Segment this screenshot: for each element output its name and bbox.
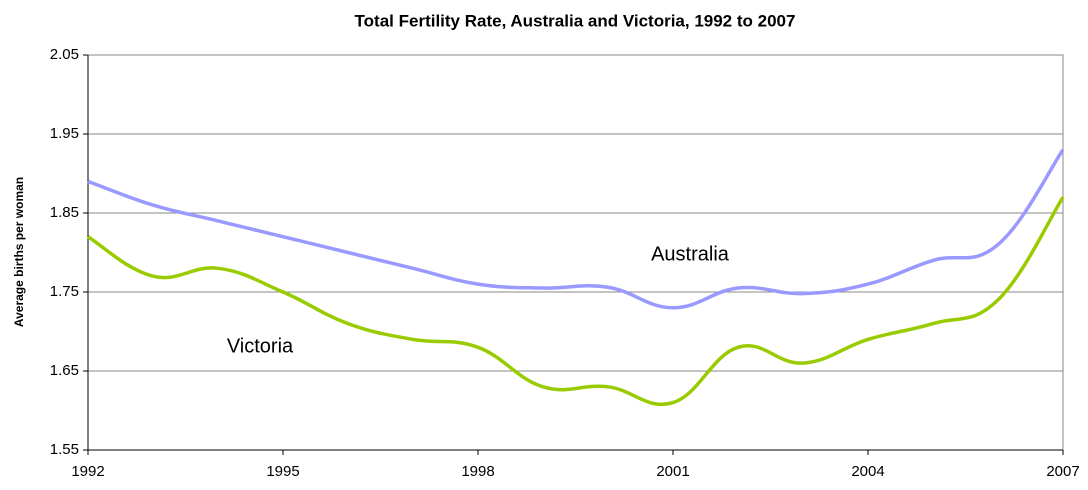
y-tick-label: 1.85 <box>50 204 79 221</box>
y-tick-label: 1.65 <box>50 362 79 379</box>
chart-title: Total Fertility Rate, Australia and Vict… <box>355 11 796 30</box>
x-tick-label: 1995 <box>266 463 299 480</box>
y-tick-label: 2.05 <box>50 46 79 63</box>
x-tick-label: 2004 <box>851 463 884 480</box>
y-tick-label: 1.55 <box>50 441 79 458</box>
x-tick-label: 2001 <box>656 463 689 480</box>
y-tick-label: 1.75 <box>50 283 79 300</box>
series-line <box>87 196 1065 406</box>
series-label: Australia <box>651 243 730 265</box>
x-tick-label: 1992 <box>71 463 104 480</box>
y-tick-label: 1.95 <box>50 125 79 142</box>
series-line <box>87 148 1065 310</box>
y-axis-label: Average births per woman <box>12 177 26 327</box>
x-tick-label: 2007 <box>1046 463 1079 480</box>
plot-border <box>87 54 1064 451</box>
x-tick-label: 1998 <box>461 463 494 480</box>
series-label: Victoria <box>227 335 294 357</box>
